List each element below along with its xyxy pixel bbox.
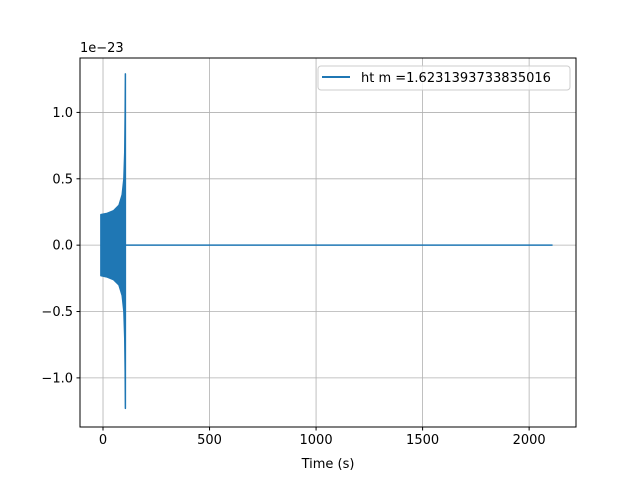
x-tick-label: 500 xyxy=(197,433,222,448)
series xyxy=(100,73,553,410)
y-tick-label: −0.5 xyxy=(41,305,73,320)
legend: ht m =1.6231393733835016 xyxy=(317,65,571,91)
legend-label: ht m =1.6231393733835016 xyxy=(361,71,551,86)
x-axis-label: Time (s) xyxy=(301,457,355,472)
axes-frame xyxy=(79,57,577,428)
y-tick-label: 0.5 xyxy=(52,172,73,187)
ticks: 0 500 1000 1500 2000 −1.0 −0.5 0.0 0.5 1.0 xyxy=(41,106,545,448)
x-tick-label: 0 xyxy=(99,433,107,448)
x-tick-label: 1500 xyxy=(406,433,439,448)
legend-box xyxy=(317,65,571,91)
waveform-envelope xyxy=(100,73,127,410)
y-tick-label: −1.0 xyxy=(41,371,73,386)
grid xyxy=(80,58,576,427)
y-offset-label: 1e−23 xyxy=(80,41,124,56)
x-tick-label: 1000 xyxy=(300,433,333,448)
y-tick-label: 1.0 xyxy=(52,106,73,121)
y-tick-label: 0.0 xyxy=(52,239,73,254)
x-tick-label: 2000 xyxy=(513,433,546,448)
